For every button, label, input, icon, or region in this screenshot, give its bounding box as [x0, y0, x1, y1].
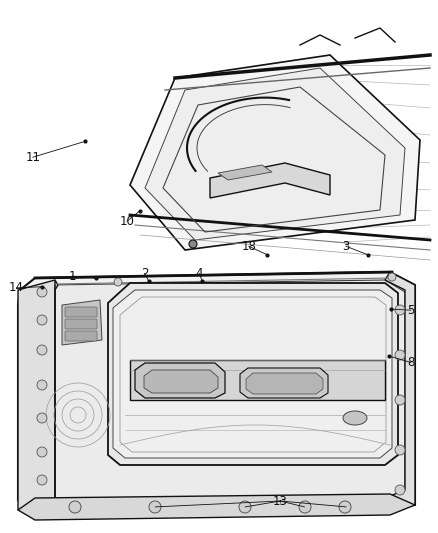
Polygon shape — [145, 68, 405, 240]
Circle shape — [395, 305, 405, 315]
Circle shape — [395, 445, 405, 455]
Polygon shape — [246, 373, 323, 394]
Text: 14: 14 — [9, 281, 24, 294]
Circle shape — [239, 501, 251, 513]
Text: 13: 13 — [273, 495, 288, 507]
Circle shape — [339, 501, 351, 513]
Circle shape — [37, 345, 47, 355]
Polygon shape — [135, 363, 225, 398]
Circle shape — [395, 485, 405, 495]
Polygon shape — [18, 494, 415, 520]
FancyBboxPatch shape — [65, 319, 97, 329]
Text: 18: 18 — [241, 240, 256, 253]
Polygon shape — [130, 55, 420, 250]
Text: 10: 10 — [120, 215, 134, 228]
FancyBboxPatch shape — [65, 331, 97, 341]
Circle shape — [395, 395, 405, 405]
Circle shape — [37, 287, 47, 297]
Polygon shape — [62, 300, 102, 345]
Polygon shape — [240, 368, 328, 398]
Polygon shape — [32, 280, 405, 508]
Circle shape — [37, 315, 47, 325]
Circle shape — [149, 501, 161, 513]
Polygon shape — [18, 280, 58, 518]
Ellipse shape — [343, 411, 367, 425]
Circle shape — [299, 501, 311, 513]
Polygon shape — [108, 283, 398, 465]
Circle shape — [395, 350, 405, 360]
Polygon shape — [113, 290, 392, 458]
FancyBboxPatch shape — [65, 307, 97, 317]
Text: 3: 3 — [343, 240, 350, 253]
Text: 11: 11 — [25, 151, 40, 164]
Circle shape — [388, 273, 396, 281]
Circle shape — [114, 278, 122, 286]
Circle shape — [37, 380, 47, 390]
Text: 1: 1 — [68, 270, 76, 282]
Circle shape — [189, 240, 197, 248]
Circle shape — [37, 475, 47, 485]
Polygon shape — [210, 163, 330, 198]
Polygon shape — [18, 272, 415, 515]
Polygon shape — [130, 360, 385, 400]
Circle shape — [37, 413, 47, 423]
Text: 8: 8 — [407, 356, 414, 369]
Text: 4: 4 — [195, 267, 203, 280]
Polygon shape — [144, 370, 218, 393]
Polygon shape — [385, 272, 415, 510]
Text: 2: 2 — [141, 267, 148, 280]
Circle shape — [69, 501, 81, 513]
Circle shape — [37, 447, 47, 457]
Polygon shape — [218, 165, 272, 180]
Text: 5: 5 — [407, 304, 414, 317]
